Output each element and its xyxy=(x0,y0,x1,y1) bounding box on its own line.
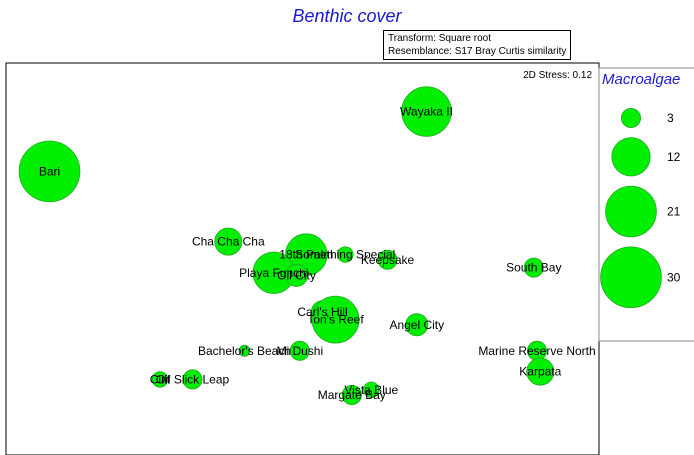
legend-value-label: 3 xyxy=(667,111,674,125)
legend-value-label: 30 xyxy=(667,270,681,284)
data-point xyxy=(363,381,380,399)
point-label: Ton's Reef xyxy=(307,313,364,327)
transform-info-box: Transform: Square root Resemblance: S17 … xyxy=(383,30,572,60)
data-point xyxy=(151,371,169,388)
point-label: South Bay xyxy=(506,261,561,275)
data-point xyxy=(523,257,544,278)
data-point xyxy=(311,295,360,344)
points-layer: Wayaka IIBariPlaya FransCha Cha Cha18th … xyxy=(18,86,673,405)
resemblance-label: Resemblance: S17 Bray Curtis similarity xyxy=(388,46,567,57)
point-label: Mi Dushi xyxy=(276,344,323,358)
data-point xyxy=(526,357,555,386)
legend-bubble xyxy=(605,185,657,238)
legend-value-label: 12 xyxy=(667,150,681,164)
legend-bubble xyxy=(621,108,642,129)
legend-value-label: 21 xyxy=(667,205,681,219)
legend-title: Macroalgae xyxy=(602,71,680,88)
point-label: Something Special xyxy=(295,248,395,262)
chart-title: Benthic cover xyxy=(292,6,402,26)
point-label: Oil Slick Leap xyxy=(156,372,230,386)
point-label: Cha Cha Cha xyxy=(192,235,265,249)
data-point xyxy=(18,140,81,203)
data-point xyxy=(289,340,310,361)
stress-label: 2D Stress: 0.12 xyxy=(523,70,592,81)
point-label: 18th Palm xyxy=(279,248,333,262)
transform-label: Transform: Square root xyxy=(388,33,492,44)
legend-bubble xyxy=(600,246,662,309)
point-label: Bachelor's Beach xyxy=(198,344,291,358)
point-label: Karpata xyxy=(519,365,561,379)
point-label: Cliff xyxy=(150,372,171,386)
data-point xyxy=(337,246,354,263)
data-point xyxy=(284,263,308,287)
point-label: Keepsake xyxy=(361,253,415,267)
data-point xyxy=(214,227,243,256)
data-point xyxy=(341,384,362,405)
point-label: Marine Reserve North xyxy=(478,344,595,358)
legend-bubble xyxy=(611,137,651,177)
legend: Macroalgae 3 12 21 30 xyxy=(598,67,694,342)
data-point xyxy=(377,249,398,270)
point-label: Carl's Hill xyxy=(297,305,347,319)
data-point xyxy=(238,344,251,357)
point-label: Bari xyxy=(39,164,60,178)
point-label: Oil City xyxy=(277,268,316,282)
point-label: Playa Funchi xyxy=(239,266,308,280)
point-label: Margate Bay xyxy=(318,388,386,402)
data-point xyxy=(405,313,429,337)
data-point xyxy=(182,369,203,390)
data-point xyxy=(401,86,452,137)
point-label: Wayaka II xyxy=(400,105,453,119)
point-label: Angel City xyxy=(389,318,444,332)
point-label: Vista Blue xyxy=(344,383,398,397)
